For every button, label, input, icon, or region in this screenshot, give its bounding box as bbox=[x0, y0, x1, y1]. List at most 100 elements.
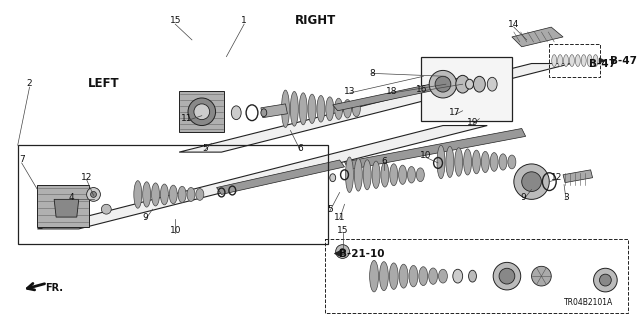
Ellipse shape bbox=[353, 101, 360, 117]
Ellipse shape bbox=[456, 75, 470, 93]
Polygon shape bbox=[333, 77, 468, 111]
Ellipse shape bbox=[300, 93, 307, 125]
Text: B-47: B-47 bbox=[589, 58, 616, 69]
Circle shape bbox=[335, 245, 349, 258]
Text: FR.: FR. bbox=[45, 283, 63, 293]
Circle shape bbox=[194, 104, 210, 120]
Text: 14: 14 bbox=[508, 20, 520, 29]
Ellipse shape bbox=[455, 148, 463, 176]
Text: 9: 9 bbox=[143, 212, 148, 222]
Circle shape bbox=[435, 76, 451, 92]
Ellipse shape bbox=[363, 160, 371, 190]
Text: 1: 1 bbox=[241, 16, 247, 25]
Ellipse shape bbox=[326, 97, 333, 121]
Polygon shape bbox=[54, 199, 79, 217]
Text: TR04B2101A: TR04B2101A bbox=[564, 298, 613, 307]
Text: 12: 12 bbox=[550, 173, 562, 182]
Ellipse shape bbox=[261, 109, 267, 117]
Bar bbox=[549, 44, 600, 77]
Ellipse shape bbox=[308, 94, 316, 123]
Ellipse shape bbox=[570, 55, 574, 66]
Circle shape bbox=[340, 249, 346, 255]
Ellipse shape bbox=[487, 77, 497, 91]
Text: 5: 5 bbox=[202, 144, 207, 153]
Polygon shape bbox=[344, 129, 525, 170]
Ellipse shape bbox=[437, 145, 445, 179]
Ellipse shape bbox=[557, 55, 563, 66]
Ellipse shape bbox=[429, 268, 438, 284]
Text: B-21-10: B-21-10 bbox=[339, 249, 385, 258]
Ellipse shape bbox=[468, 270, 476, 282]
Text: 2: 2 bbox=[27, 79, 33, 88]
Ellipse shape bbox=[187, 188, 195, 202]
Circle shape bbox=[600, 274, 611, 286]
Ellipse shape bbox=[409, 265, 418, 287]
Ellipse shape bbox=[581, 55, 586, 66]
Text: 11: 11 bbox=[334, 212, 346, 222]
Ellipse shape bbox=[587, 55, 592, 66]
Ellipse shape bbox=[472, 150, 481, 174]
Circle shape bbox=[429, 70, 457, 98]
Circle shape bbox=[514, 164, 549, 199]
Text: 11: 11 bbox=[181, 114, 193, 123]
Ellipse shape bbox=[372, 161, 380, 189]
Ellipse shape bbox=[417, 168, 424, 182]
Text: 10: 10 bbox=[170, 226, 181, 235]
Ellipse shape bbox=[346, 157, 353, 192]
Ellipse shape bbox=[317, 95, 325, 122]
Ellipse shape bbox=[380, 262, 388, 291]
Polygon shape bbox=[37, 126, 487, 229]
Text: 5: 5 bbox=[327, 205, 333, 214]
Text: 12: 12 bbox=[81, 173, 92, 182]
Text: 18: 18 bbox=[386, 86, 397, 96]
Ellipse shape bbox=[291, 92, 298, 126]
Ellipse shape bbox=[499, 154, 507, 170]
Text: 17: 17 bbox=[449, 108, 461, 117]
Text: 7: 7 bbox=[19, 155, 24, 165]
Ellipse shape bbox=[178, 186, 186, 203]
Ellipse shape bbox=[355, 159, 362, 191]
Text: 13: 13 bbox=[344, 86, 355, 96]
Text: 10: 10 bbox=[419, 151, 431, 160]
Ellipse shape bbox=[344, 100, 351, 118]
Circle shape bbox=[593, 268, 617, 292]
Ellipse shape bbox=[381, 162, 389, 187]
Ellipse shape bbox=[389, 263, 398, 289]
Ellipse shape bbox=[466, 79, 474, 89]
Ellipse shape bbox=[438, 269, 447, 283]
Text: 3: 3 bbox=[563, 193, 569, 202]
Text: 19: 19 bbox=[467, 118, 478, 127]
Ellipse shape bbox=[196, 189, 204, 200]
Ellipse shape bbox=[490, 152, 498, 171]
Bar bbox=[325, 239, 628, 313]
Polygon shape bbox=[261, 104, 287, 118]
Ellipse shape bbox=[552, 55, 557, 66]
Ellipse shape bbox=[453, 269, 463, 283]
Ellipse shape bbox=[330, 174, 335, 182]
Ellipse shape bbox=[508, 155, 516, 169]
Ellipse shape bbox=[408, 167, 415, 183]
Text: 8: 8 bbox=[369, 69, 375, 78]
Text: RIGHT: RIGHT bbox=[294, 14, 335, 27]
Ellipse shape bbox=[169, 185, 177, 204]
Ellipse shape bbox=[335, 98, 342, 119]
Ellipse shape bbox=[161, 184, 168, 205]
Circle shape bbox=[499, 268, 515, 284]
Ellipse shape bbox=[370, 260, 378, 292]
Circle shape bbox=[86, 188, 100, 201]
Circle shape bbox=[188, 98, 216, 126]
Ellipse shape bbox=[399, 165, 406, 184]
Ellipse shape bbox=[575, 55, 580, 66]
Text: 9: 9 bbox=[521, 193, 527, 202]
Text: B-47: B-47 bbox=[611, 56, 637, 66]
Circle shape bbox=[91, 191, 97, 197]
Ellipse shape bbox=[152, 183, 159, 206]
Circle shape bbox=[101, 204, 111, 214]
Circle shape bbox=[522, 172, 541, 191]
Text: LEFT: LEFT bbox=[88, 77, 119, 90]
Polygon shape bbox=[512, 27, 563, 47]
Polygon shape bbox=[216, 160, 344, 195]
Ellipse shape bbox=[419, 267, 428, 286]
Ellipse shape bbox=[390, 164, 397, 186]
Bar bbox=[18, 145, 328, 244]
